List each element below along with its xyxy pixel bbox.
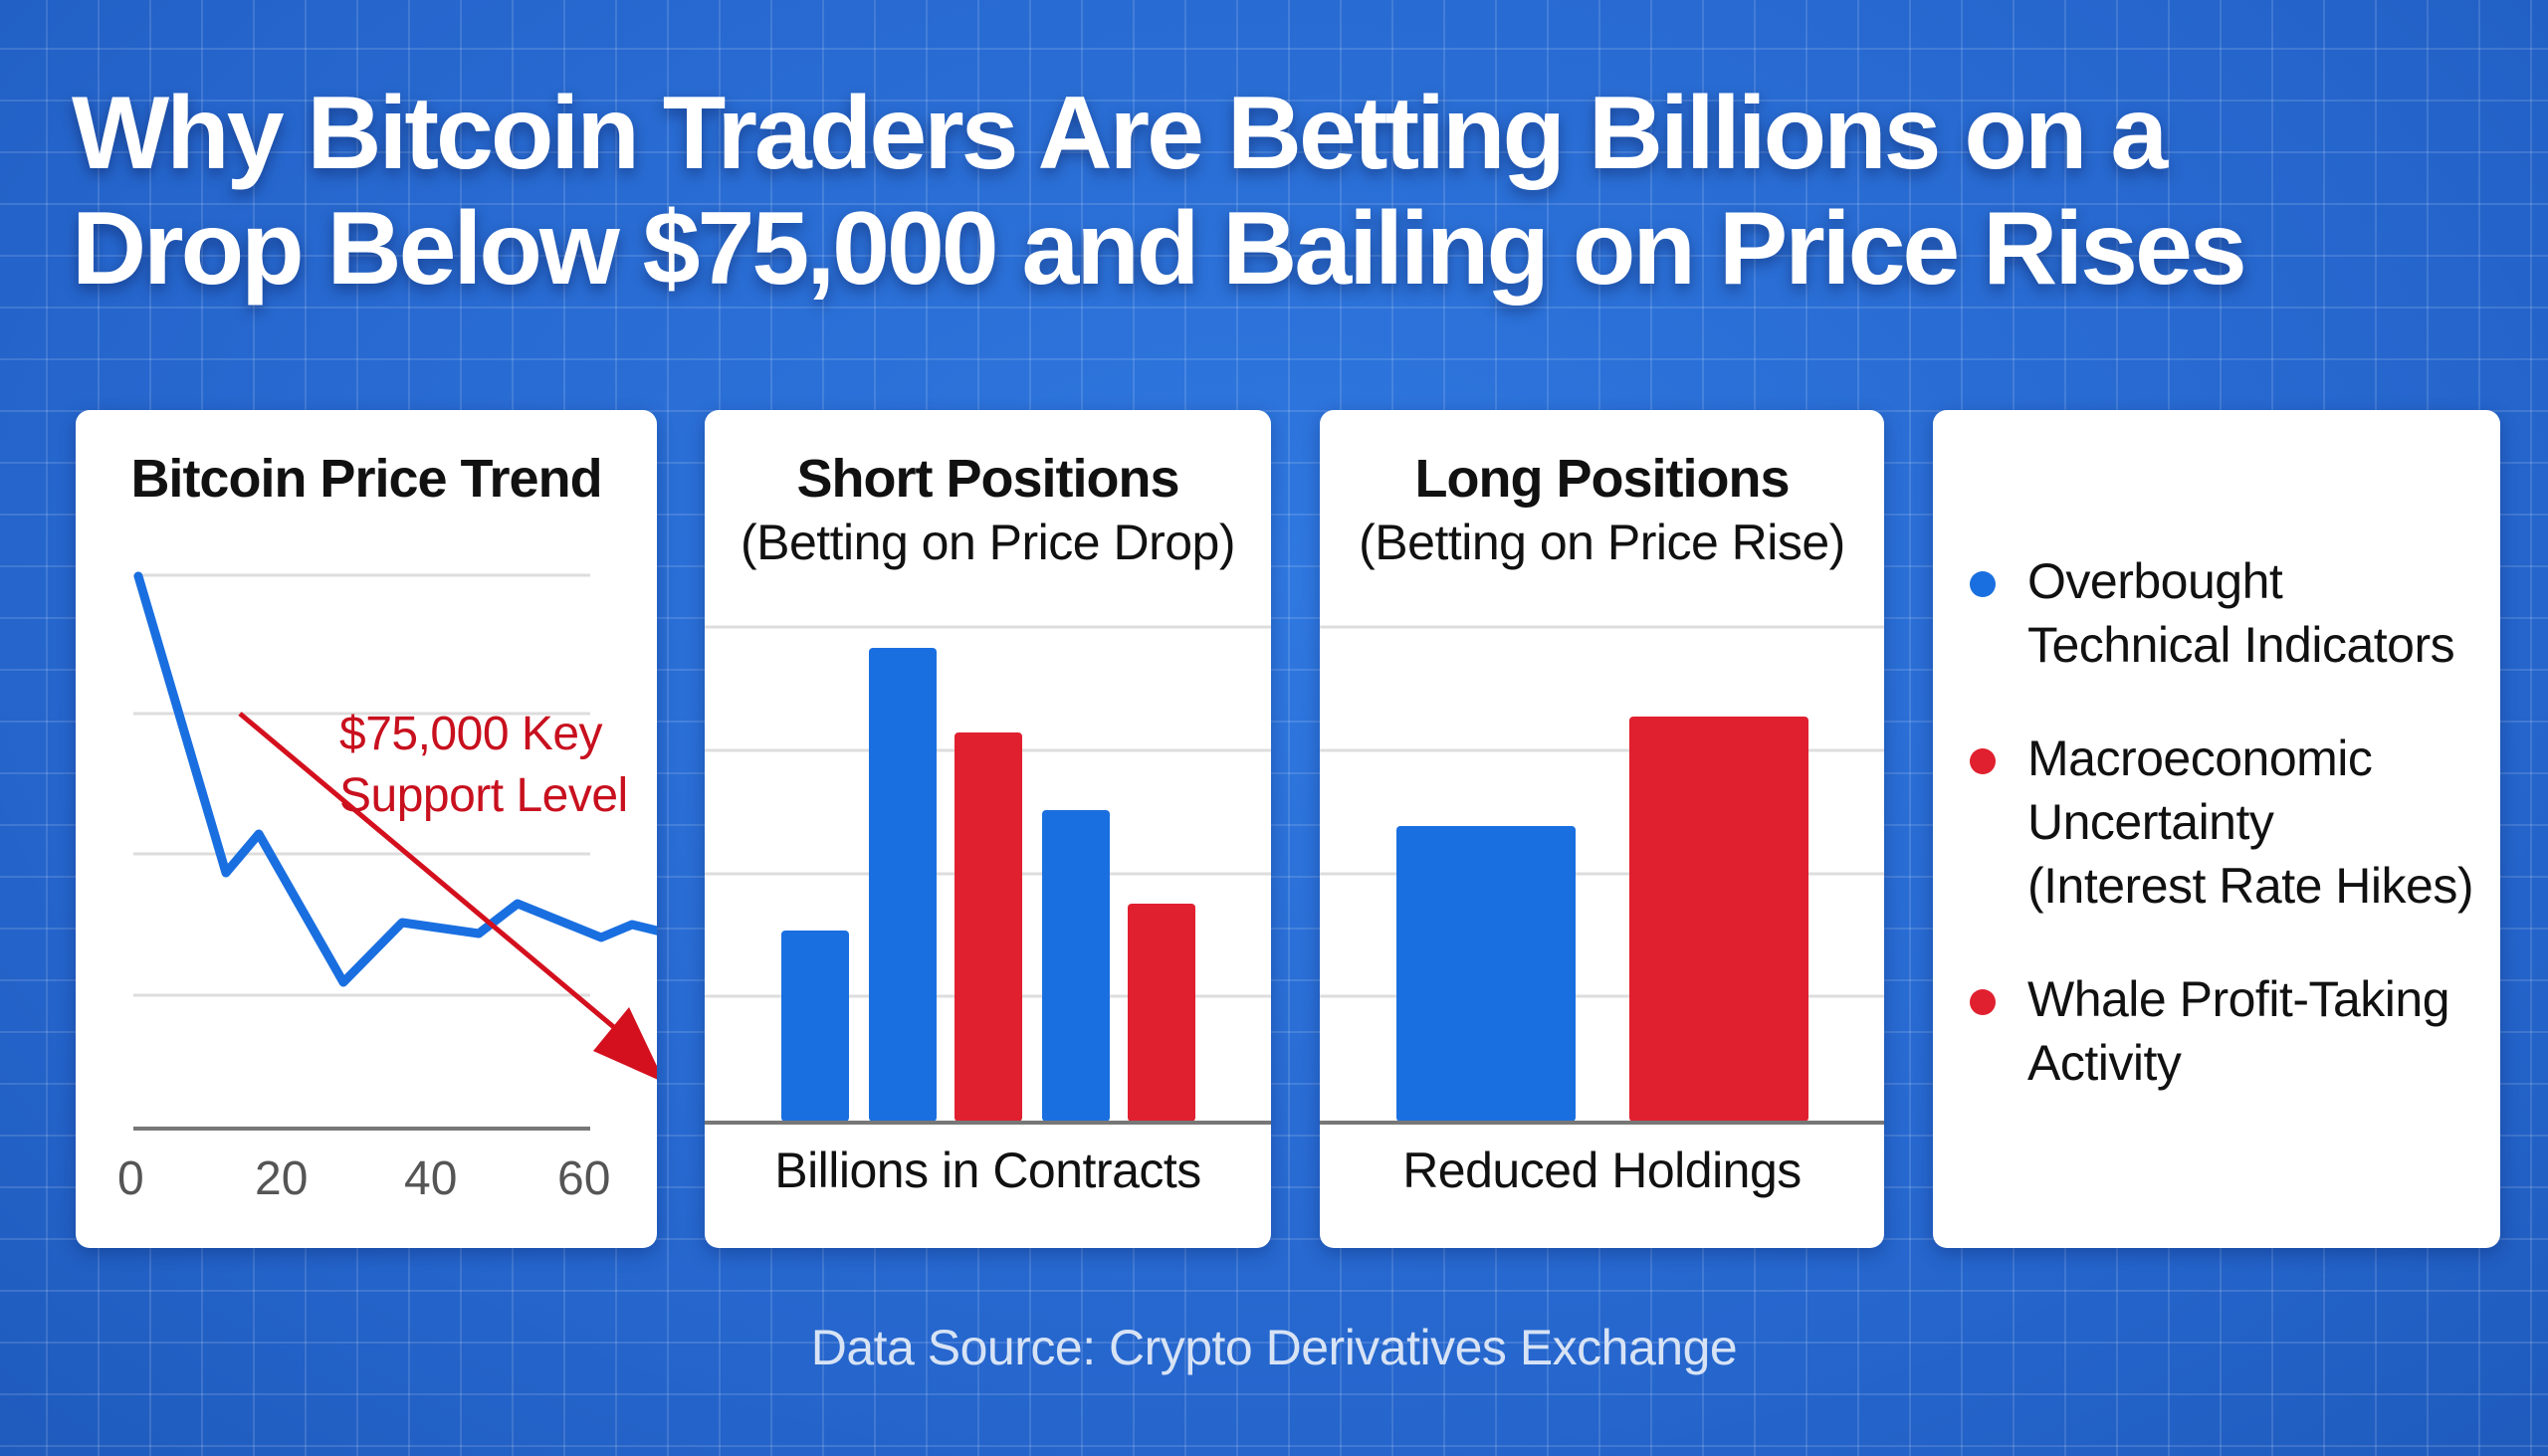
long-positions-caption: Reduced Holdings (1402, 1143, 1802, 1198)
long-positions-chart (1320, 625, 1884, 1125)
page-title: Why Bitcoin Traders Are Betting Billions… (72, 76, 2500, 307)
bar (869, 648, 937, 1122)
trend-arrow-head-icon (593, 1007, 657, 1080)
x-tick: 0 (117, 1152, 144, 1205)
price-trend-chart (133, 571, 657, 1131)
bar (1629, 717, 1808, 1122)
x-tick: 40 (404, 1152, 458, 1205)
bar (1042, 810, 1110, 1122)
red-bullet-icon (1970, 748, 1996, 774)
bar (1128, 904, 1195, 1122)
short-positions-caption: Billions in Contracts (774, 1143, 1201, 1198)
price-trend-panel: Bitcoin Price Trend $75,000 Key Support … (76, 410, 657, 1248)
x-tick: 60 (557, 1152, 611, 1205)
title-line-2: Drop Below $75,000 and Bailing on Price … (72, 191, 2247, 307)
price-line (133, 571, 657, 987)
red-bullet-icon (1970, 989, 1996, 1015)
x-tick: 20 (255, 1152, 309, 1205)
support-level-annotation: $75,000 Key Support Level (339, 708, 628, 822)
bar (781, 931, 849, 1122)
short-positions-chart (705, 625, 1271, 1125)
factors-panel: Overbought Technical Indicators Macroeco… (1933, 410, 2500, 1248)
short-positions-title: Short Positions (796, 449, 1179, 509)
title-line-1: Why Bitcoin Traders Are Betting Billions… (72, 76, 2168, 191)
bar (1396, 826, 1576, 1122)
short-positions-panel: Short Positions (Betting on Price Drop) … (705, 410, 1271, 1248)
short-positions-subtitle: (Betting on Price Drop) (740, 515, 1236, 570)
long-positions-subtitle: (Betting on Price Rise) (1359, 515, 1845, 570)
long-positions-panel: Long Positions (Betting on Price Rise) R… (1320, 410, 1884, 1248)
data-source-footer: Data Source: Crypto Derivatives Exchange (810, 1320, 1738, 1375)
price-trend-title: Bitcoin Price Trend (130, 449, 602, 509)
trend-arrow-shaft (238, 712, 649, 1057)
long-positions-title: Long Positions (1414, 449, 1791, 509)
bar (955, 732, 1022, 1122)
blue-bullet-icon (1970, 571, 1996, 597)
